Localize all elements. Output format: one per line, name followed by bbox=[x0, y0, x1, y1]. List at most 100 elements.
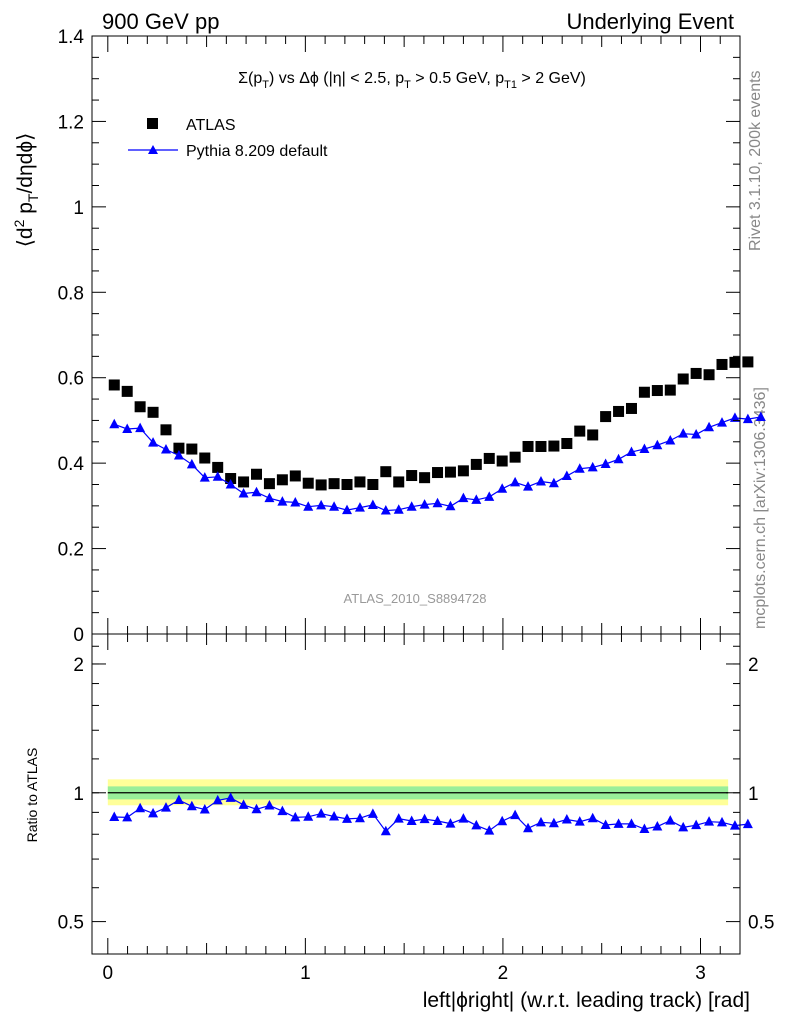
pythia-point bbox=[535, 476, 546, 486]
atlas-point bbox=[483, 452, 495, 464]
ratio-point bbox=[742, 818, 753, 829]
pythia-point bbox=[445, 500, 456, 511]
legend-label-atlas: ATLAS bbox=[186, 117, 236, 134]
ratio-point bbox=[264, 799, 275, 810]
atlas-point bbox=[289, 470, 301, 482]
atlas-point bbox=[367, 479, 379, 490]
pythia-point bbox=[704, 421, 715, 432]
rivet-label: Rivet 3.1.10, 200k events bbox=[747, 70, 764, 251]
ratio-point bbox=[316, 808, 327, 818]
atlas-point bbox=[186, 443, 198, 455]
main-y-tick-label: 0 bbox=[73, 625, 84, 646]
atlas-point bbox=[496, 455, 508, 467]
ratio-y-tick-label: 1 bbox=[73, 784, 84, 805]
ratio-point bbox=[626, 818, 637, 828]
ratio-point bbox=[238, 799, 249, 809]
atlas-point bbox=[121, 385, 133, 397]
atlas-point bbox=[522, 440, 534, 452]
ratio-point bbox=[484, 825, 495, 835]
ratio-point bbox=[510, 809, 521, 820]
pythia-point bbox=[160, 443, 171, 454]
pythia-point bbox=[393, 504, 404, 514]
atlas-point bbox=[341, 479, 353, 490]
atlas-point bbox=[703, 369, 715, 381]
pythia-point bbox=[148, 437, 159, 447]
pythia-point bbox=[109, 418, 120, 429]
atlas-point bbox=[108, 379, 120, 391]
atlas-point bbox=[444, 466, 456, 478]
ratio-y-axis-label: Ratio to ATLAS bbox=[24, 748, 40, 843]
pythia-point bbox=[367, 499, 378, 510]
main-y-tick-label: 1.4 bbox=[58, 27, 85, 48]
ratio-panel: 0.5 0.5 1 1 2 2 0 1 2 3 Ratio to ATLAS left|ϕrig… bbox=[24, 633, 774, 1012]
atlas-point bbox=[147, 406, 159, 418]
pythia-point bbox=[122, 423, 133, 433]
pythia-point bbox=[303, 501, 314, 511]
atlas-point bbox=[160, 424, 172, 436]
pythia-point bbox=[574, 463, 585, 473]
ratio-point bbox=[548, 817, 559, 828]
ratio-point bbox=[704, 816, 715, 826]
pythia-point bbox=[316, 499, 327, 510]
pythia-point bbox=[510, 476, 521, 487]
atlas-point bbox=[251, 468, 263, 480]
atlas-point bbox=[509, 451, 521, 463]
x-axis-label: left|ϕright| (w.r.t. leading track) [rad… bbox=[423, 989, 750, 1012]
atlas-point bbox=[380, 466, 392, 478]
atlas-point bbox=[664, 384, 676, 396]
atlas-point bbox=[263, 478, 275, 490]
ratio-point bbox=[678, 821, 689, 832]
pythia-point bbox=[665, 435, 676, 445]
main-title: Σ(pT) vs Δϕ (|η| < 2.5, pT > 0.5 GeV, pT… bbox=[238, 70, 586, 91]
pythia-point bbox=[354, 502, 365, 512]
pythia-point bbox=[458, 492, 469, 503]
pythia-point bbox=[561, 470, 572, 480]
pythia-line bbox=[114, 416, 761, 512]
atlas-point bbox=[225, 473, 237, 485]
pythia-point bbox=[471, 494, 482, 504]
x-tick-label: 2 bbox=[498, 963, 509, 984]
pythia-point bbox=[587, 461, 598, 472]
pythia-point bbox=[432, 497, 443, 508]
legend-label-pythia: Pythia 8.209 default bbox=[186, 143, 328, 160]
pythia-point bbox=[652, 439, 663, 450]
ratio-data-layer bbox=[107, 779, 753, 836]
ratio-point bbox=[109, 811, 120, 821]
ratio-point bbox=[587, 812, 598, 823]
atlas-point bbox=[173, 442, 185, 454]
x-tick-label: 0 bbox=[103, 963, 114, 984]
main-y-tick-label: 0.8 bbox=[58, 283, 84, 304]
atlas-point bbox=[328, 478, 340, 490]
ratio-point bbox=[497, 815, 508, 826]
ratio-point bbox=[251, 803, 262, 814]
atlas-point bbox=[302, 477, 314, 489]
pythia-point bbox=[342, 504, 353, 515]
pythia-point bbox=[755, 411, 766, 422]
ratio-point bbox=[212, 794, 223, 805]
main-y-tick-label: 0.2 bbox=[58, 540, 84, 561]
pythia-point bbox=[548, 477, 559, 488]
pythia-point bbox=[380, 505, 391, 515]
pythia-point bbox=[729, 412, 740, 422]
atlas-point bbox=[535, 440, 547, 452]
atlas-point bbox=[212, 461, 224, 473]
ratio-point bbox=[600, 819, 611, 829]
ratio-point bbox=[329, 811, 340, 821]
atlas-point bbox=[613, 405, 625, 417]
x-tick-label: 1 bbox=[300, 963, 311, 984]
ratio-point bbox=[354, 812, 365, 823]
atlas-point bbox=[651, 385, 663, 397]
ratio-point bbox=[406, 815, 417, 826]
atlas-point bbox=[457, 465, 469, 477]
pythia-point bbox=[613, 453, 624, 464]
atlas-point bbox=[315, 479, 327, 491]
atlas-point bbox=[548, 440, 560, 452]
atlas-point bbox=[716, 358, 728, 370]
pythia-point bbox=[264, 492, 275, 503]
pythia-point bbox=[212, 471, 223, 481]
atlas-point bbox=[600, 411, 612, 423]
ratio-point bbox=[729, 820, 740, 830]
pythia-point bbox=[639, 443, 650, 454]
mcplots-label: mcplots.cern.ch [arXiv:1306.3436] bbox=[752, 387, 769, 629]
